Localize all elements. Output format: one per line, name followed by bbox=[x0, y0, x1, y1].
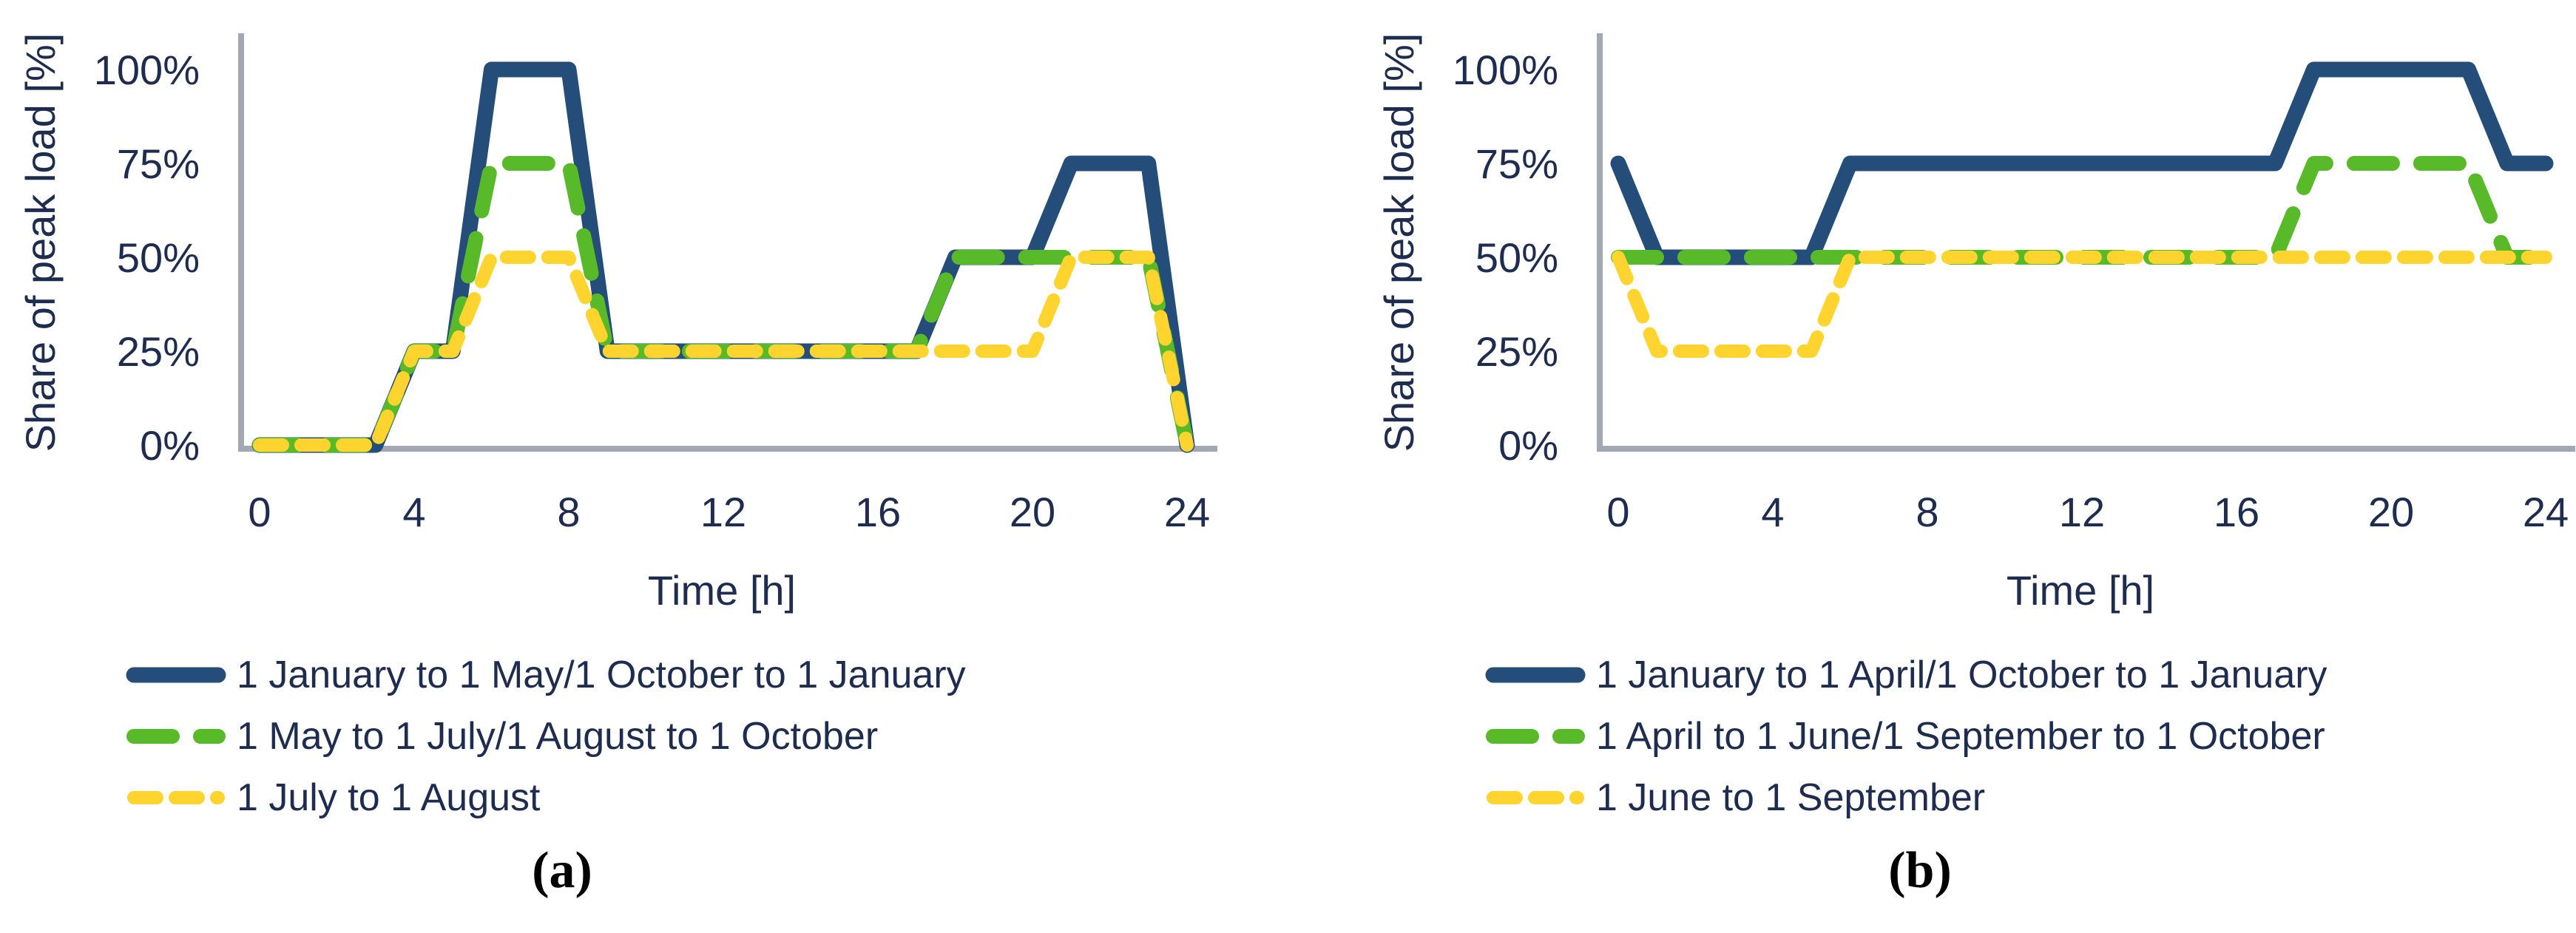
y-tick-label: 50% bbox=[1475, 234, 1558, 281]
legend-swatch-transition-line bbox=[1486, 729, 1585, 744]
x-tick-label: 16 bbox=[2214, 489, 2259, 535]
legend-item: 1 January to 1 May/1 October to 1 Januar… bbox=[126, 654, 966, 696]
series-line-2 bbox=[1612, 251, 2552, 358]
legend-swatch-transition-line bbox=[126, 729, 226, 744]
x-tick-label: 0 bbox=[1606, 489, 1629, 535]
panel-label-b: (b) bbox=[1888, 842, 1952, 899]
x-tick-label: 8 bbox=[1916, 489, 1938, 535]
legend-swatch-summer-line bbox=[1487, 791, 1584, 804]
y-tick-label: 25% bbox=[117, 328, 200, 375]
x-tick-label: 12 bbox=[2059, 489, 2105, 535]
x-tick-label: 24 bbox=[1164, 489, 1210, 535]
legend-panel-b: 1 January to 1 April/1 October to 1 Janu… bbox=[1485, 654, 2327, 838]
legend-label: 1 July to 1 August bbox=[237, 776, 541, 819]
legend-item: 1 April to 1 June/1 September to 1 Octob… bbox=[1485, 715, 2327, 758]
x-tick-label: 20 bbox=[2368, 489, 2414, 535]
legend-item: 1 June to 1 September bbox=[1485, 776, 2327, 819]
x-tick-label: 16 bbox=[855, 489, 901, 535]
y-tick-label: 75% bbox=[1475, 140, 1558, 187]
x-tick-label: 20 bbox=[1010, 489, 1055, 535]
x-axis-title: Time [h] bbox=[2007, 567, 2154, 614]
legend-panel-a: 1 January to 1 May/1 October to 1 Januar… bbox=[126, 654, 966, 838]
series-line-0 bbox=[1610, 61, 2554, 265]
y-tick-label: 50% bbox=[117, 234, 200, 281]
series-line-1 bbox=[1611, 156, 2553, 265]
legend-label: 1 May to 1 July/1 August to 1 October bbox=[237, 715, 879, 758]
panel-label-a: (a) bbox=[532, 842, 592, 899]
legend-label: 1 June to 1 September bbox=[1596, 776, 1986, 819]
y-tick-label: 100% bbox=[94, 47, 200, 93]
legend-item: 1 July to 1 August bbox=[126, 776, 966, 819]
chart-panel-a: 0% 25% 50% 75% 100% 0 4 8 12 16 20 24 Time [h] Share … bbox=[17, 33, 1217, 614]
legend-item: 1 May to 1 July/1 August to 1 October bbox=[126, 715, 966, 758]
y-tick-label: 0% bbox=[1498, 422, 1558, 469]
legend-swatch-winter-line bbox=[1485, 667, 1586, 683]
x-tick-label: 4 bbox=[1761, 489, 1784, 535]
legend-label: 1 January to 1 May/1 October to 1 Januar… bbox=[237, 654, 966, 696]
legend-item: 1 January to 1 April/1 October to 1 Janu… bbox=[1485, 654, 2327, 696]
y-tick-label: 100% bbox=[1453, 47, 1558, 93]
series-line-2 bbox=[253, 251, 1194, 452]
y-axis-title: Share of peak load [%] bbox=[1376, 33, 1422, 452]
series-line-1 bbox=[252, 156, 1194, 452]
x-tick-label: 4 bbox=[402, 489, 425, 535]
legend-label: 1 April to 1 June/1 September to 1 Octob… bbox=[1596, 715, 2325, 758]
chart-panel-b: 0% 25% 50% 75% 100% 0 4 8 12 16 20 24 Time [h] Share … bbox=[1376, 33, 2575, 614]
x-tick-label: 24 bbox=[2523, 489, 2569, 535]
y-tick-label: 75% bbox=[117, 140, 200, 187]
y-tick-label: 25% bbox=[1475, 328, 1558, 375]
legend-swatch-summer-line bbox=[127, 791, 225, 804]
x-axis-title: Time [h] bbox=[648, 567, 796, 614]
legend-label: 1 January to 1 April/1 October to 1 Janu… bbox=[1596, 654, 2327, 696]
legend-swatch-winter-line bbox=[126, 667, 226, 683]
y-tick-label: 0% bbox=[140, 422, 200, 469]
x-tick-label: 0 bbox=[248, 489, 271, 535]
y-axis-title: Share of peak load [%] bbox=[17, 33, 64, 452]
x-tick-label: 8 bbox=[557, 489, 580, 535]
x-tick-label: 12 bbox=[700, 489, 746, 535]
